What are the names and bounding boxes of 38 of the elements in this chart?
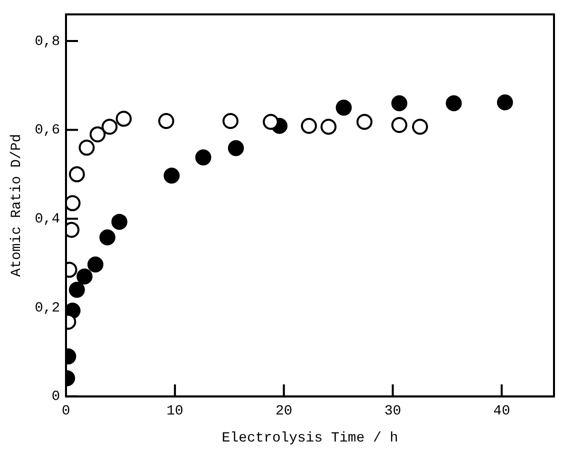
x-tick-label: 40 [493,404,510,420]
x-tick-label: 20 [275,404,292,420]
point [78,140,95,156]
y-tick-label: 0,6 [34,122,60,139]
point [262,114,279,130]
point [320,118,337,135]
point [164,168,180,184]
y-axis-title: Atomic Ratio D/Pd [9,134,26,277]
point [99,229,116,246]
x-axis-title: Electrolysis Time / h [222,430,398,446]
y-tick-label: 0 [52,389,60,406]
y-tick-label: 0,2 [34,300,60,316]
point [87,256,104,272]
point [446,95,462,112]
point [336,100,352,116]
x-tick-label: 0 [62,404,70,420]
point [228,140,244,156]
y-tick-label: 0,8 [34,34,60,50]
point [66,195,81,212]
point [90,126,106,142]
point [356,114,372,130]
point [68,282,85,298]
y-tick-label: 0,4 [34,211,60,228]
point [111,214,128,230]
point [496,94,513,110]
x-tick-label: 30 [384,404,402,420]
point [76,268,93,284]
point [391,117,408,134]
point [68,166,85,182]
point [158,113,174,130]
point [412,118,428,135]
point [195,149,212,166]
point [116,110,132,127]
point [300,118,317,134]
point [391,95,408,112]
point [222,113,238,130]
point [102,118,118,135]
x-tick-label: 10 [166,404,184,420]
